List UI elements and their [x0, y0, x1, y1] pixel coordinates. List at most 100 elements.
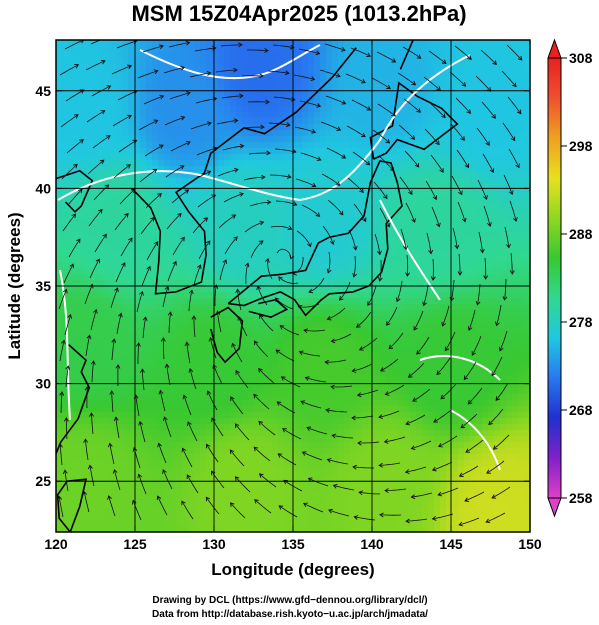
field-cell [194, 466, 201, 473]
field-cell [212, 154, 219, 161]
field-cell [392, 142, 399, 149]
field-cell [194, 442, 201, 449]
field-cell [194, 430, 201, 437]
field-cell [74, 214, 81, 221]
field-cell [164, 64, 171, 71]
field-cell [368, 352, 375, 359]
field-cell [194, 496, 201, 503]
field-cell [230, 244, 237, 251]
field-cell [398, 514, 405, 521]
field-cell [170, 442, 177, 449]
field-cell [374, 40, 381, 47]
field-cell [80, 502, 87, 509]
field-cell [242, 148, 249, 155]
field-cell [116, 394, 123, 401]
field-cell [188, 352, 195, 359]
field-cell [140, 418, 147, 425]
field-cell [398, 268, 405, 275]
field-cell [164, 124, 171, 131]
field-cell [320, 370, 327, 377]
field-cell [86, 70, 93, 77]
field-cell [392, 424, 399, 431]
field-cell [266, 412, 273, 419]
field-cell [302, 142, 309, 149]
field-cell [146, 442, 153, 449]
field-cell [236, 112, 243, 119]
field-cell [266, 238, 273, 245]
field-cell [410, 208, 417, 215]
field-cell [296, 454, 303, 461]
field-cell [80, 406, 87, 413]
field-cell [344, 64, 351, 71]
field-cell [416, 190, 423, 197]
field-cell [74, 436, 81, 443]
field-cell [380, 322, 387, 329]
field-cell [332, 502, 339, 509]
field-cell [110, 526, 117, 532]
field-cell [194, 346, 201, 353]
field-cell [206, 424, 213, 431]
field-cell [284, 112, 291, 119]
field-cell [146, 172, 153, 179]
field-cell [68, 214, 75, 221]
field-cell [302, 484, 309, 491]
field-cell [398, 442, 405, 449]
field-cell [380, 490, 387, 497]
field-cell [116, 184, 123, 191]
field-cell [242, 430, 249, 437]
field-cell [68, 76, 75, 83]
field-cell [278, 442, 285, 449]
field-cell [86, 328, 93, 335]
field-cell [320, 64, 327, 71]
field-cell [74, 466, 81, 473]
field-cell [104, 280, 111, 287]
field-cell [104, 226, 111, 233]
field-cell [332, 214, 339, 221]
field-cell [86, 256, 93, 263]
field-cell [236, 148, 243, 155]
field-cell [302, 106, 309, 113]
field-cell [134, 340, 141, 347]
field-cell [152, 238, 159, 245]
field-cell [104, 394, 111, 401]
field-cell [146, 502, 153, 509]
field-cell [392, 310, 399, 317]
field-cell [266, 142, 273, 149]
field-cell [194, 46, 201, 53]
field-cell [362, 466, 369, 473]
field-cell [356, 46, 363, 53]
field-cell [194, 514, 201, 521]
field-cell [236, 382, 243, 389]
field-cell [344, 232, 351, 239]
field-cell [92, 172, 99, 179]
field-cell [374, 496, 381, 503]
field-cell [344, 136, 351, 143]
field-cell [254, 184, 261, 191]
field-cell [284, 40, 291, 47]
field-cell [410, 52, 417, 59]
field-cell [188, 214, 195, 221]
field-cell [194, 178, 201, 185]
field-cell [278, 268, 285, 275]
field-cell [224, 226, 231, 233]
field-cell [236, 214, 243, 221]
field-cell [56, 388, 63, 395]
field-cell [374, 490, 381, 497]
field-cell [386, 316, 393, 323]
field-cell [86, 472, 93, 479]
field-cell [104, 82, 111, 89]
field-cell [368, 172, 375, 179]
field-cell [344, 508, 351, 515]
field-cell [338, 376, 345, 383]
field-cell [110, 328, 117, 335]
field-cell [350, 406, 357, 413]
field-cell [68, 280, 75, 287]
field-cell [254, 106, 261, 113]
field-cell [266, 208, 273, 215]
field-cell [314, 226, 321, 233]
field-cell [86, 232, 93, 239]
field-cell [344, 196, 351, 203]
field-cell [416, 400, 423, 407]
field-cell [140, 112, 147, 119]
field-cell [170, 322, 177, 329]
